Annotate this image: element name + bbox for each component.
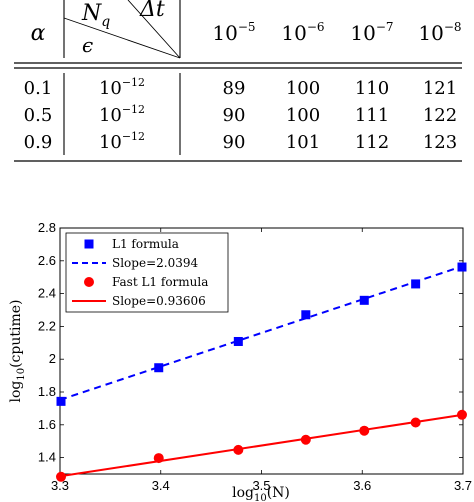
x-tick-label: 3.4: [152, 478, 170, 493]
fast-l1-point: [410, 417, 421, 428]
column-header-dt: 10−7: [350, 20, 393, 45]
column-header-dt: 10−5: [212, 20, 255, 45]
y-axis-label: log10(cputime): [8, 299, 27, 402]
iteration-count-cell: 89: [223, 78, 246, 99]
table-row: 0.1 10−12 89 100 110 121: [24, 76, 458, 99]
y-tick-label: 2.6: [38, 253, 56, 268]
iteration-count-cell: 100: [286, 78, 320, 99]
l1-point: [359, 295, 369, 305]
iteration-count-cell: 122: [423, 105, 457, 126]
chart-svg: 3.3 3.4 3.5 3.6 3.7 1.4 1.6 1.8 2 2.2 2.4 2.6 2.8 lo…: [8, 220, 472, 502]
fit-line: [59, 265, 464, 401]
legend-marker-swatch: [84, 277, 94, 287]
y-tick-label: 1.8: [38, 384, 56, 399]
column-header-dt: 10−6: [281, 20, 324, 45]
x-axis-label: log10(N): [232, 485, 290, 502]
legend: L1 formula Slope=2.0394 Fast L1 formula Slo…: [65, 232, 229, 313]
iteration-count-cell: 101: [286, 132, 320, 153]
l1-point: [457, 262, 467, 272]
fast-l1-point: [233, 444, 244, 455]
series-lines: [59, 265, 464, 478]
results-table-drawing: α Nq Δt ϵ 10−5 10−6 10−7 10−8 0.1 10−12 89 100…: [14, 0, 462, 162]
legend-label: Fast L1 formula: [112, 275, 208, 289]
fast-l1-point: [56, 471, 67, 482]
epsilon-value: 10−12: [99, 103, 145, 126]
fast-l1-point: [153, 453, 164, 464]
x-tick-label: 3.5: [252, 478, 270, 493]
results-table: α Nq Δt ϵ 10−5 10−6 10−7 10−8 0.1 10−12 89 100…: [0, 0, 474, 170]
fast-l1-point: [456, 409, 467, 420]
fast-l1-point: [359, 425, 370, 436]
diag-line: [127, 0, 181, 59]
legend-label: Slope=0.93606: [112, 294, 206, 308]
fast-l1-point: [300, 434, 311, 445]
alpha-header: α: [31, 21, 46, 46]
legend-marker-swatch: [84, 239, 94, 249]
y-tick-label: 2.2: [38, 318, 56, 333]
iteration-count-cell: 111: [355, 105, 389, 126]
legend-label: L1 formula: [112, 237, 179, 251]
alpha-value: 0.9: [24, 132, 53, 153]
iteration-count-cell: 90: [223, 132, 246, 153]
y-tick-label: 1.4: [38, 450, 56, 465]
iteration-count-cell: 90: [223, 105, 246, 126]
y-tick-label: 2: [49, 351, 56, 366]
alpha-value: 0.1: [24, 78, 53, 99]
legend-entry: L1 formula: [84, 237, 179, 251]
x-tick-label: 3.6: [353, 478, 371, 493]
legend-entry: Fast L1 formula: [84, 275, 208, 289]
x-tick-label: 3.3: [51, 478, 69, 493]
fit-line: [59, 413, 464, 478]
series-markers: [56, 262, 467, 482]
l1-point: [301, 310, 311, 320]
iteration-count-cell: 110: [355, 78, 389, 99]
cputime-chart: 3.3 3.4 3.5 3.6 3.7 1.4 1.6 1.8 2 2.2 2.4 2.6 2.8 lo…: [0, 210, 474, 502]
y-tick-label: 2.8: [38, 220, 56, 235]
l1-point: [233, 336, 243, 346]
epsilon-value: 10−12: [99, 76, 145, 99]
nq-label: Nq: [81, 1, 110, 30]
legend-entry: Slope=2.0394: [72, 256, 198, 270]
legend-entry: Slope=0.93606: [72, 294, 206, 308]
table-row: 0.9 10−12 90 101 112 123: [24, 130, 458, 153]
l1-point: [154, 363, 164, 373]
column-header-dt: 10−8: [418, 20, 461, 45]
iteration-count-cell: 112: [355, 132, 389, 153]
axis-ticks: 3.3 3.4 3.5 3.6 3.7 1.4 1.6 1.8 2 2.2 2.4 2.6 2.8: [38, 220, 472, 493]
y-tick-label: 1.6: [38, 417, 56, 432]
iteration-count-cell: 100: [286, 105, 320, 126]
dt-label: Δt: [139, 0, 165, 22]
alpha-value: 0.5: [24, 105, 53, 126]
table-column-headers: 10−5 10−6 10−7 10−8: [212, 20, 461, 45]
iteration-count-cell: 121: [423, 78, 457, 99]
l1-point: [56, 396, 66, 406]
table-row: 0.5 10−12 90 100 111 122: [24, 103, 458, 126]
epsilon-value: 10−12: [99, 130, 145, 153]
l1-point: [411, 279, 421, 289]
x-tick-label: 3.7: [454, 478, 472, 493]
iteration-count-cell: 123: [423, 132, 457, 153]
legend-label: Slope=2.0394: [112, 256, 198, 270]
y-tick-label: 2.4: [38, 286, 56, 301]
epsilon-label: ϵ: [82, 33, 93, 57]
diag-line: [63, 17, 181, 59]
